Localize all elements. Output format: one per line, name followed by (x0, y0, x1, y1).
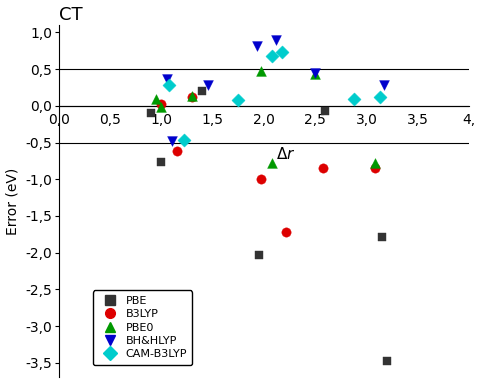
Text: CT: CT (59, 6, 83, 24)
Text: $\Delta r$: $\Delta r$ (276, 146, 295, 162)
PBE (254, 252, 262, 258)
PBE (157, 159, 165, 165)
CAM-B3LYP (375, 94, 383, 100)
CAM-B3LYP (165, 82, 172, 88)
PBE0 (157, 104, 165, 110)
Y-axis label: Error (eV): Error (eV) (6, 168, 20, 235)
PBE0 (188, 93, 196, 99)
PBE0 (268, 160, 276, 166)
Legend: PBE, B3LYP, PBE0, BH&HLYP, CAM-B3LYP: PBE, B3LYP, PBE0, BH&HLYP, CAM-B3LYP (93, 290, 192, 365)
CAM-B3LYP (278, 49, 286, 55)
PBE0 (370, 160, 378, 166)
PBE (147, 110, 155, 116)
B3LYP (370, 164, 378, 170)
PBE (382, 357, 390, 363)
BH&HLYP (203, 82, 211, 88)
BH&HLYP (168, 138, 175, 144)
PBE0 (152, 95, 160, 101)
B3LYP (256, 176, 264, 182)
PBE0 (311, 70, 318, 77)
PBE (198, 88, 206, 94)
PBE (321, 108, 329, 114)
B3LYP (282, 229, 290, 235)
B3LYP (319, 164, 326, 170)
PBE0 (256, 67, 264, 74)
BH&HLYP (162, 75, 170, 82)
BH&HLYP (272, 37, 279, 43)
B3LYP (173, 148, 180, 154)
B3LYP (188, 94, 196, 100)
B3LYP (157, 101, 165, 108)
BH&HLYP (379, 82, 387, 88)
CAM-B3LYP (234, 97, 241, 103)
BH&HLYP (311, 70, 318, 76)
CAM-B3LYP (349, 95, 357, 101)
CAM-B3LYP (268, 53, 276, 59)
PBE (377, 234, 385, 240)
CAM-B3LYP (180, 137, 187, 143)
BH&HLYP (252, 43, 260, 49)
